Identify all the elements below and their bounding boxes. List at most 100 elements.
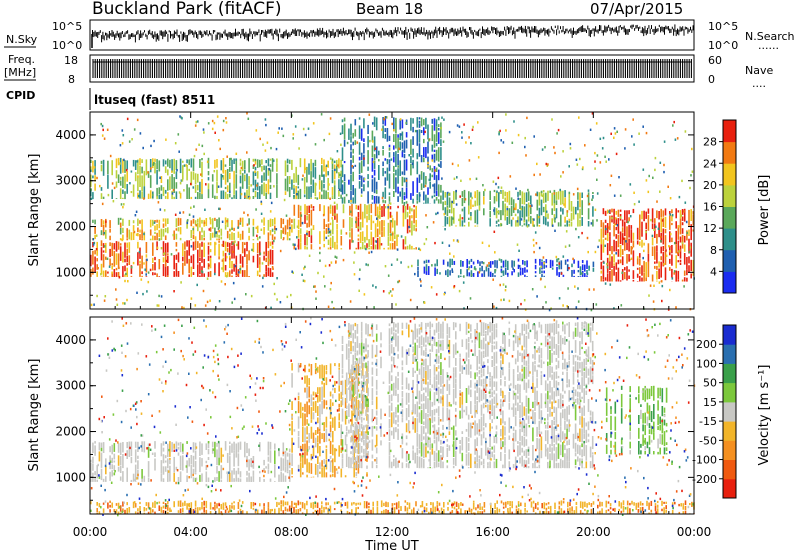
- noise-point: [375, 240, 378, 243]
- echo-6: [545, 204, 547, 218]
- nsky-point: [129, 34, 131, 39]
- echo-2: [559, 393, 562, 405]
- echo-2: [577, 355, 579, 361]
- echo-2: [559, 346, 562, 351]
- noise-point: [122, 206, 124, 209]
- echo-0: [162, 454, 165, 464]
- echo-2: [299, 188, 302, 199]
- echo-7: [615, 241, 618, 252]
- echo-4: [139, 506, 141, 514]
- echo-1: [203, 230, 205, 238]
- noise-point: [260, 200, 263, 204]
- echo-0: [139, 260, 141, 264]
- nsky-point: [567, 30, 569, 34]
- echo-1: [329, 474, 332, 478]
- echo-5: [472, 273, 475, 277]
- echo-2: [482, 402, 485, 409]
- noise-point: [142, 146, 144, 150]
- echo-2: [523, 436, 526, 447]
- echo-6: [489, 210, 491, 218]
- echo-0: [190, 266, 193, 277]
- echo-7: [671, 222, 673, 226]
- echo-2: [338, 198, 340, 199]
- echo-4: [395, 117, 397, 133]
- echo-5: [417, 270, 419, 277]
- echo-5: [477, 271, 479, 277]
- echo-0: [182, 443, 184, 452]
- noise-point: [201, 270, 203, 273]
- echo-4: [437, 124, 440, 127]
- echo-2: [482, 333, 485, 336]
- echo-2: [360, 342, 363, 356]
- noise-point: [136, 118, 139, 122]
- echo-2: [491, 426, 493, 429]
- echo-2: [420, 467, 423, 469]
- noise-point: [203, 221, 206, 224]
- echo-5: [549, 259, 552, 268]
- nsky-point: [391, 30, 392, 38]
- echo-3: [340, 236, 343, 246]
- echo-2: [375, 457, 378, 464]
- noise-point: [654, 168, 656, 172]
- echo-2: [523, 406, 526, 416]
- echo-0: [209, 271, 212, 277]
- echo-4: [128, 507, 131, 513]
- echo-3: [413, 224, 415, 231]
- echo-0: [252, 470, 255, 476]
- echo-2: [564, 358, 566, 370]
- echo-2: [371, 401, 374, 405]
- noise-point: [432, 221, 435, 224]
- echo-4: [435, 119, 438, 127]
- echo-0: [98, 442, 101, 451]
- echo-2: [465, 388, 468, 403]
- noise-point: [554, 229, 556, 232]
- echo-2: [568, 461, 570, 469]
- echo-3: [304, 214, 306, 224]
- noise-point: [277, 131, 279, 134]
- echo-4: [433, 159, 436, 163]
- echo-1: [353, 461, 355, 478]
- noise-point: [134, 214, 137, 217]
- echo-2: [263, 165, 265, 171]
- echo-0: [194, 472, 197, 475]
- echo-2: [293, 188, 295, 195]
- echo-2: [572, 355, 575, 365]
- noise-point: [100, 122, 102, 126]
- echo-2: [418, 434, 421, 450]
- noise-point: [208, 264, 210, 267]
- nsky-point: [301, 31, 303, 37]
- echo-0: [154, 262, 156, 271]
- echo-4: [410, 156, 412, 164]
- echo-0: [224, 241, 227, 252]
- echo-3: [329, 246, 332, 250]
- echo-2: [341, 380, 344, 396]
- echo-4: [397, 134, 399, 138]
- noise-point: [339, 132, 342, 135]
- echo-1: [149, 229, 152, 236]
- echo-2: [395, 414, 397, 418]
- echo-7: [628, 238, 630, 252]
- echo-2: [508, 392, 511, 402]
- nsky-point: [544, 28, 546, 36]
- echo-2: [508, 327, 511, 336]
- echo-2: [252, 164, 255, 169]
- echo-2: [405, 435, 408, 440]
- echo-4: [433, 149, 436, 152]
- echo-1: [306, 419, 308, 425]
- echo-1: [263, 217, 265, 226]
- noise-point: [441, 241, 444, 244]
- echo-2: [371, 344, 374, 359]
- noise-point: [569, 147, 572, 150]
- echo-2: [467, 337, 470, 342]
- echo-3: [381, 220, 383, 232]
- echo-0: [130, 275, 133, 277]
- echo-0: [179, 442, 182, 453]
- echo-2: [115, 158, 118, 169]
- echo-2: [459, 373, 461, 389]
- nsky-point: [430, 32, 431, 39]
- echo-0: [214, 263, 216, 274]
- echo-3: [299, 242, 302, 250]
- echo-4: [367, 136, 369, 148]
- echo-6: [592, 192, 594, 194]
- echo-7: [669, 211, 671, 215]
